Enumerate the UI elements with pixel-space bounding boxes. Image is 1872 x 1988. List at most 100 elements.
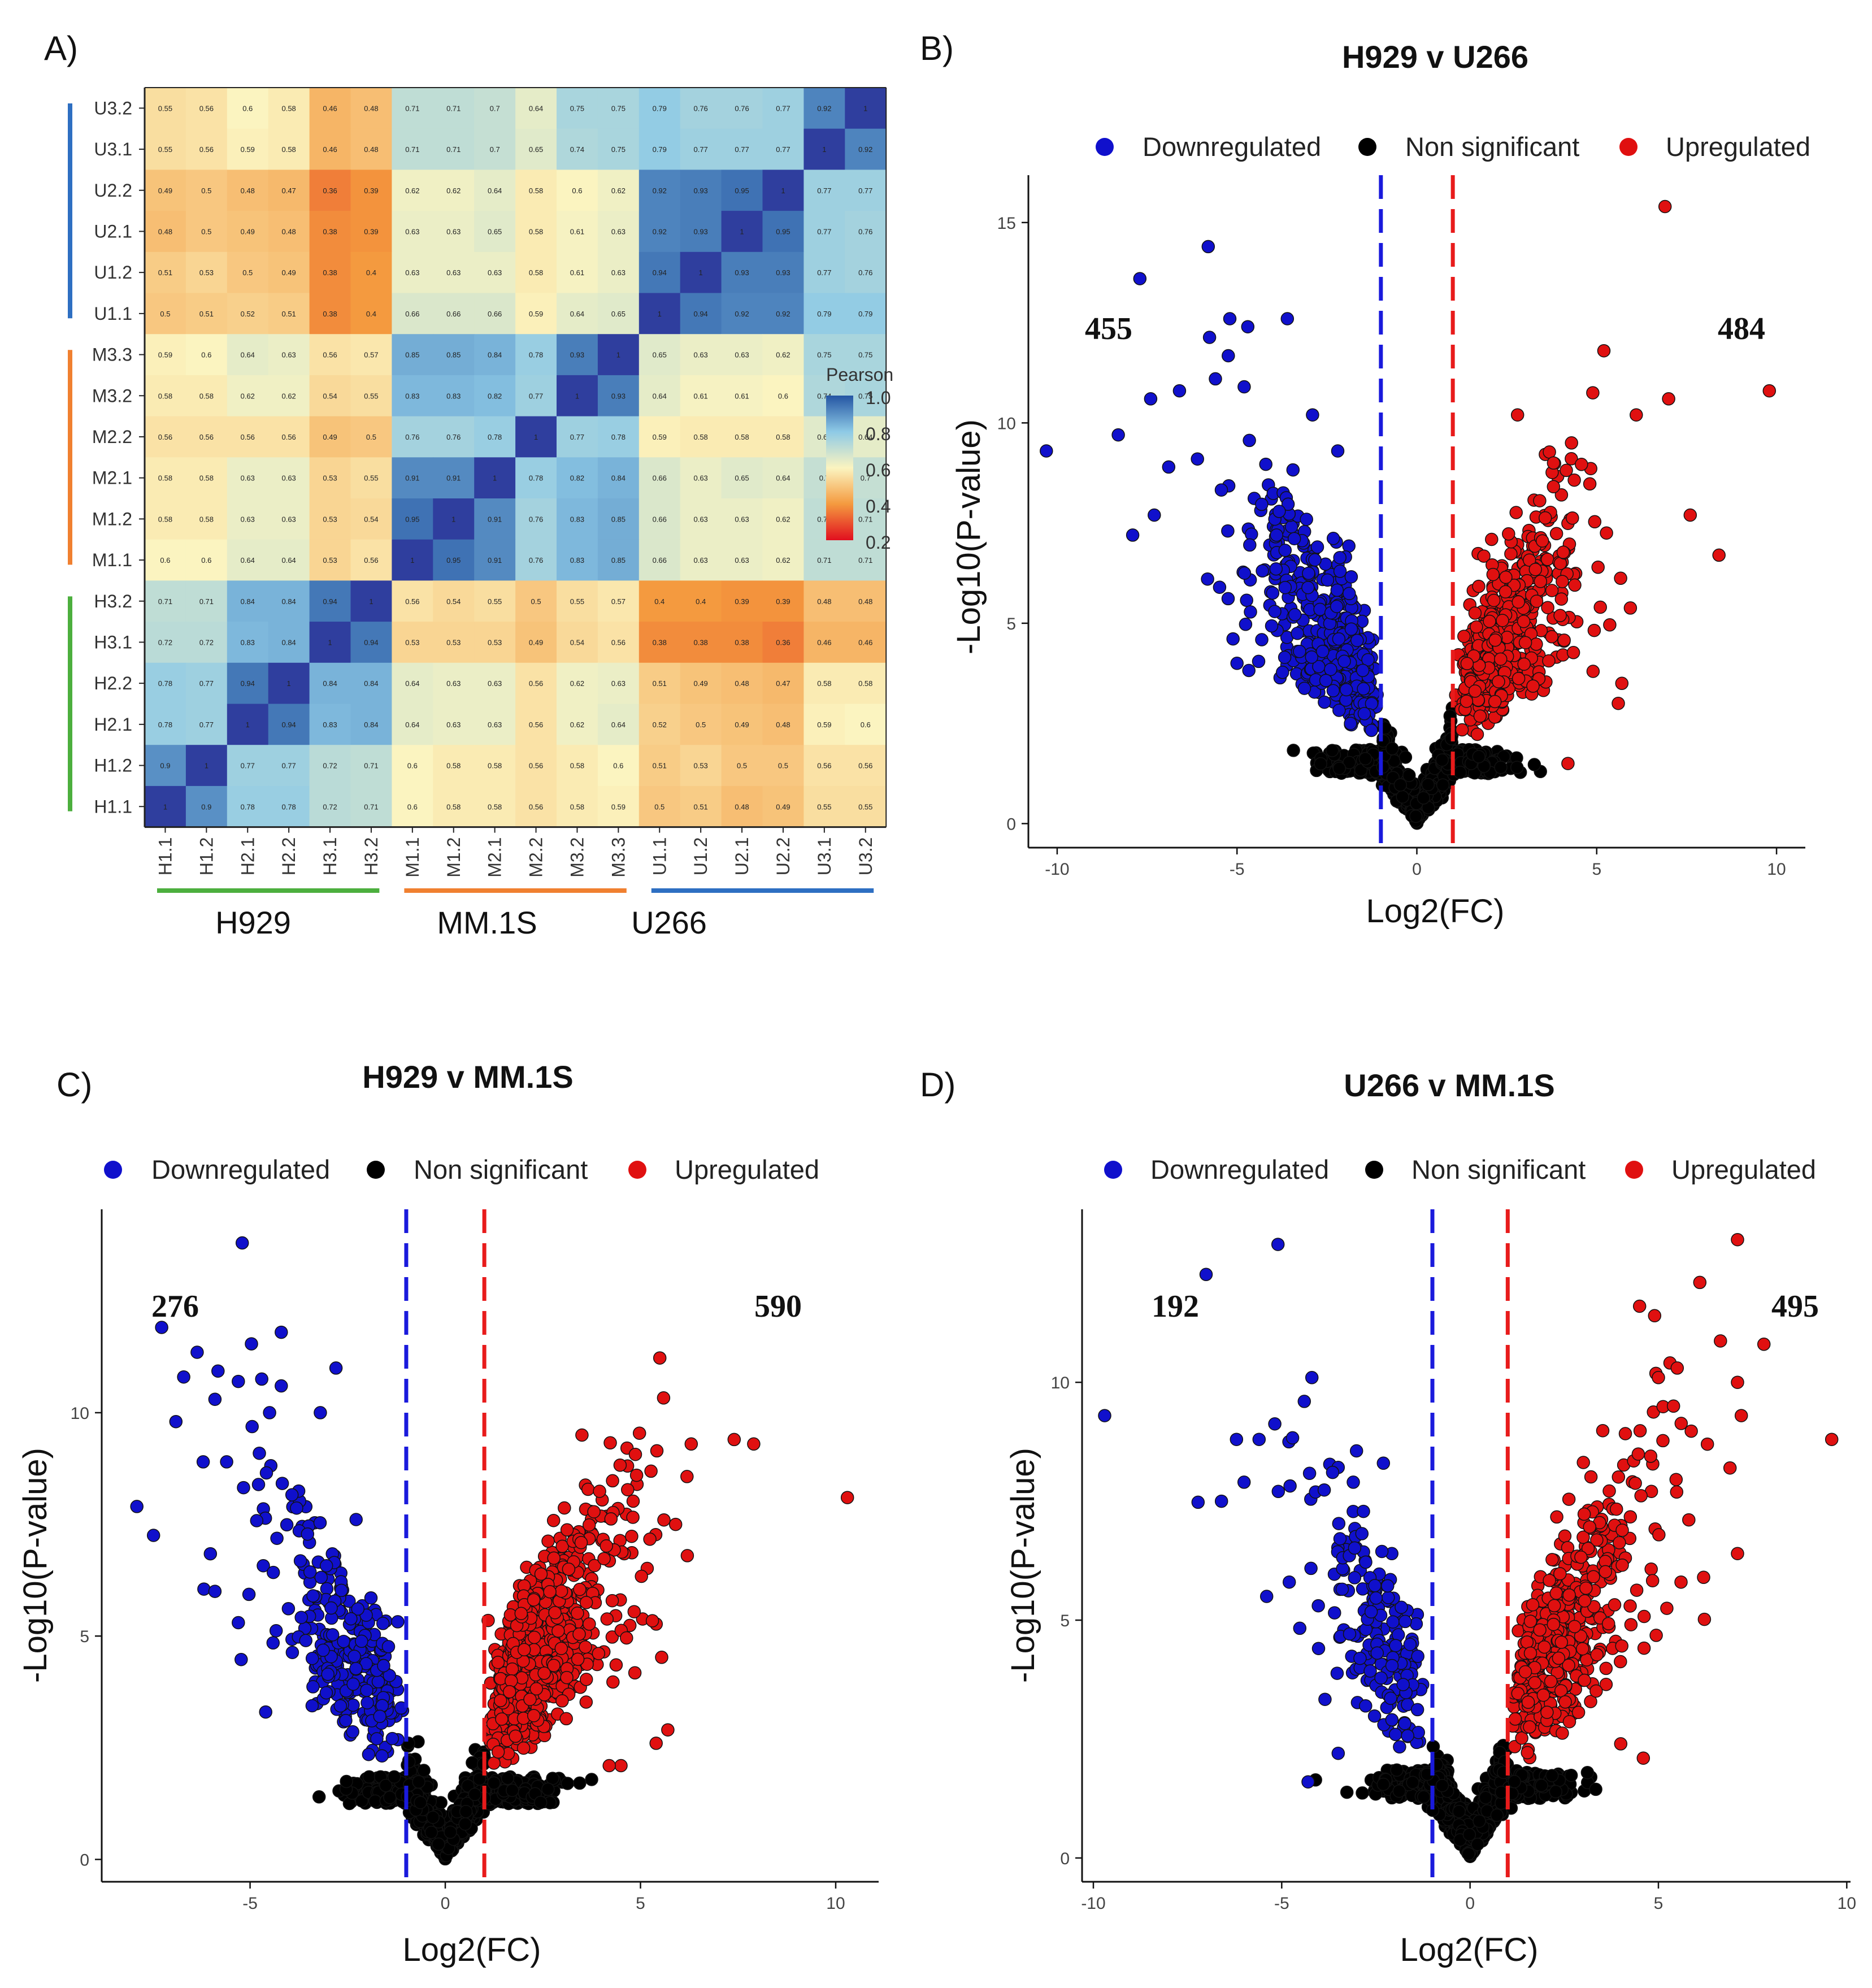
heatmap-cell xyxy=(185,293,228,335)
heatmap-cell-value: 0.66 xyxy=(488,310,502,318)
heatmap-cell xyxy=(392,334,433,376)
downregulated-point xyxy=(232,1616,245,1630)
heatmap-cell xyxy=(515,416,557,458)
heatmap-cell-value: 0.55 xyxy=(817,802,831,811)
heatmap-cell xyxy=(185,375,228,417)
heatmap-cell-value: 0.82 xyxy=(570,474,584,483)
heatmap-cell xyxy=(845,293,887,335)
non-significant-point xyxy=(459,1805,473,1818)
heatmap-cell xyxy=(185,622,228,663)
heatmap-cell-value: 0.83 xyxy=(570,556,584,565)
heatmap-cell xyxy=(845,622,887,663)
downregulated-point xyxy=(364,1591,378,1605)
heatmap-cell xyxy=(227,539,269,581)
heatmap-row-label: U3.2 xyxy=(94,98,132,118)
downregulated-point xyxy=(270,1531,284,1545)
downregulated-point xyxy=(1293,645,1306,658)
heatmap-cell-value: 0.84 xyxy=(364,720,378,729)
heatmap-cell-value: 0.56 xyxy=(529,802,543,811)
legend: Downregulated Non significant Upregulate… xyxy=(1104,1154,1816,1184)
heatmap-column-label: U1.2 xyxy=(690,837,711,876)
heatmap-cell xyxy=(639,662,681,705)
downregulated-point xyxy=(1291,627,1304,640)
downregulated-point xyxy=(1288,608,1302,622)
heatmap-cell-value: 0.54 xyxy=(364,515,378,523)
upregulated-point xyxy=(1455,723,1469,737)
downregulated-point xyxy=(1326,1465,1340,1479)
heatmap-cell-value: 0.62 xyxy=(776,351,790,359)
heatmap-cell xyxy=(268,375,310,417)
heatmap-cell xyxy=(474,416,516,458)
heatmap-cell-value: 0.77 xyxy=(776,145,790,154)
downregulated-point xyxy=(1348,1571,1362,1585)
plot-title: H929 v MM.1S xyxy=(362,1059,574,1095)
heatmap-cell-value: 0.49 xyxy=(529,638,543,646)
heatmap-cell xyxy=(680,704,722,745)
heatmap-cell xyxy=(268,622,310,663)
y-tick-label: 10 xyxy=(71,1404,89,1423)
heatmap-cell xyxy=(515,211,557,253)
heatmap-cell-value: 0.83 xyxy=(446,392,461,400)
heatmap-cell-value: 1 xyxy=(699,268,703,277)
upregulated-point xyxy=(559,1712,573,1726)
upregulated-point xyxy=(1526,679,1540,693)
heatmap-cell xyxy=(762,457,804,499)
heatmap-cell-value: 0.48 xyxy=(735,679,749,688)
heatmap-cell-value: 0.54 xyxy=(570,638,584,646)
heatmap-cell xyxy=(185,704,228,745)
heatmap-cell xyxy=(433,416,475,458)
heatmap-cell xyxy=(145,457,186,499)
downregulated-point xyxy=(251,1478,266,1491)
heatmap-cell-value: 0.49 xyxy=(158,186,172,195)
heatmap-cell xyxy=(762,375,804,417)
upregulated-point xyxy=(1545,630,1559,644)
heatmap-cell xyxy=(721,539,763,581)
non-significant-point xyxy=(1462,1847,1475,1861)
heatmap-cell-value: 0.77 xyxy=(858,186,872,195)
heatmap-column-label: H3.2 xyxy=(361,837,381,876)
downregulated-point xyxy=(1191,1495,1205,1509)
heatmap-cell-value: 0.36 xyxy=(323,186,337,195)
upregulated-point xyxy=(1614,571,1627,585)
upregulated-point xyxy=(554,1584,568,1598)
heatmap-cell-value: 1 xyxy=(287,679,291,688)
non-significant-point xyxy=(1356,1786,1369,1800)
downregulated-point xyxy=(1349,1444,1363,1458)
colorbar-ticks: 1.0 0.8 0.6 0.4 0.2 xyxy=(866,388,891,553)
downregulated-point xyxy=(1209,372,1222,386)
upregulated-point xyxy=(1547,480,1561,494)
heatmap-cell xyxy=(392,293,433,335)
heatmap-cell xyxy=(474,622,516,663)
heatmap-cell xyxy=(392,622,433,663)
heatmap-cell xyxy=(845,785,887,828)
upregulated-point xyxy=(1530,637,1543,651)
non-significant-point xyxy=(1436,778,1450,792)
x-tick-label: 0 xyxy=(441,1894,450,1913)
heatmap-cell-value: 0.77 xyxy=(241,762,255,770)
heatmap-cell xyxy=(557,293,598,335)
downregulated-point xyxy=(1356,663,1370,678)
downregulated-point xyxy=(1270,528,1283,542)
downregulated-point xyxy=(313,1516,327,1530)
heatmap-cell-value: 0.78 xyxy=(158,679,172,688)
correlation-heatmap: 0.55 0.56 0.6 0.58 0.46 0.48 0.71 0.71 0.7 0.64 0.… xyxy=(68,87,893,940)
non-significant-point xyxy=(561,1777,575,1790)
legend-non-significant: Non significant xyxy=(414,1154,588,1184)
heatmap-row-label: H3.2 xyxy=(94,591,132,611)
heatmap-cell-value: 0.78 xyxy=(488,433,502,441)
heatmap-cell xyxy=(762,539,804,581)
heatmap-cell xyxy=(515,580,557,622)
heatmap-cell xyxy=(474,375,516,417)
legend-non-significant: Non significant xyxy=(1411,1154,1586,1184)
heatmap-cell xyxy=(433,88,475,129)
upregulated-point xyxy=(571,1652,585,1666)
heatmap-cell xyxy=(268,211,310,253)
heatmap-cell xyxy=(474,539,516,581)
heatmap-cell-value: 0.52 xyxy=(653,720,667,729)
downregulated-point xyxy=(275,1477,289,1490)
heatmap-cell-value: 0.71 xyxy=(364,802,378,811)
heatmap-cell-value: 0.76 xyxy=(693,104,707,112)
upregulated-point xyxy=(620,1631,633,1645)
upregulated-point xyxy=(593,1485,606,1498)
heatmap-cell-value: 0.71 xyxy=(858,515,872,523)
